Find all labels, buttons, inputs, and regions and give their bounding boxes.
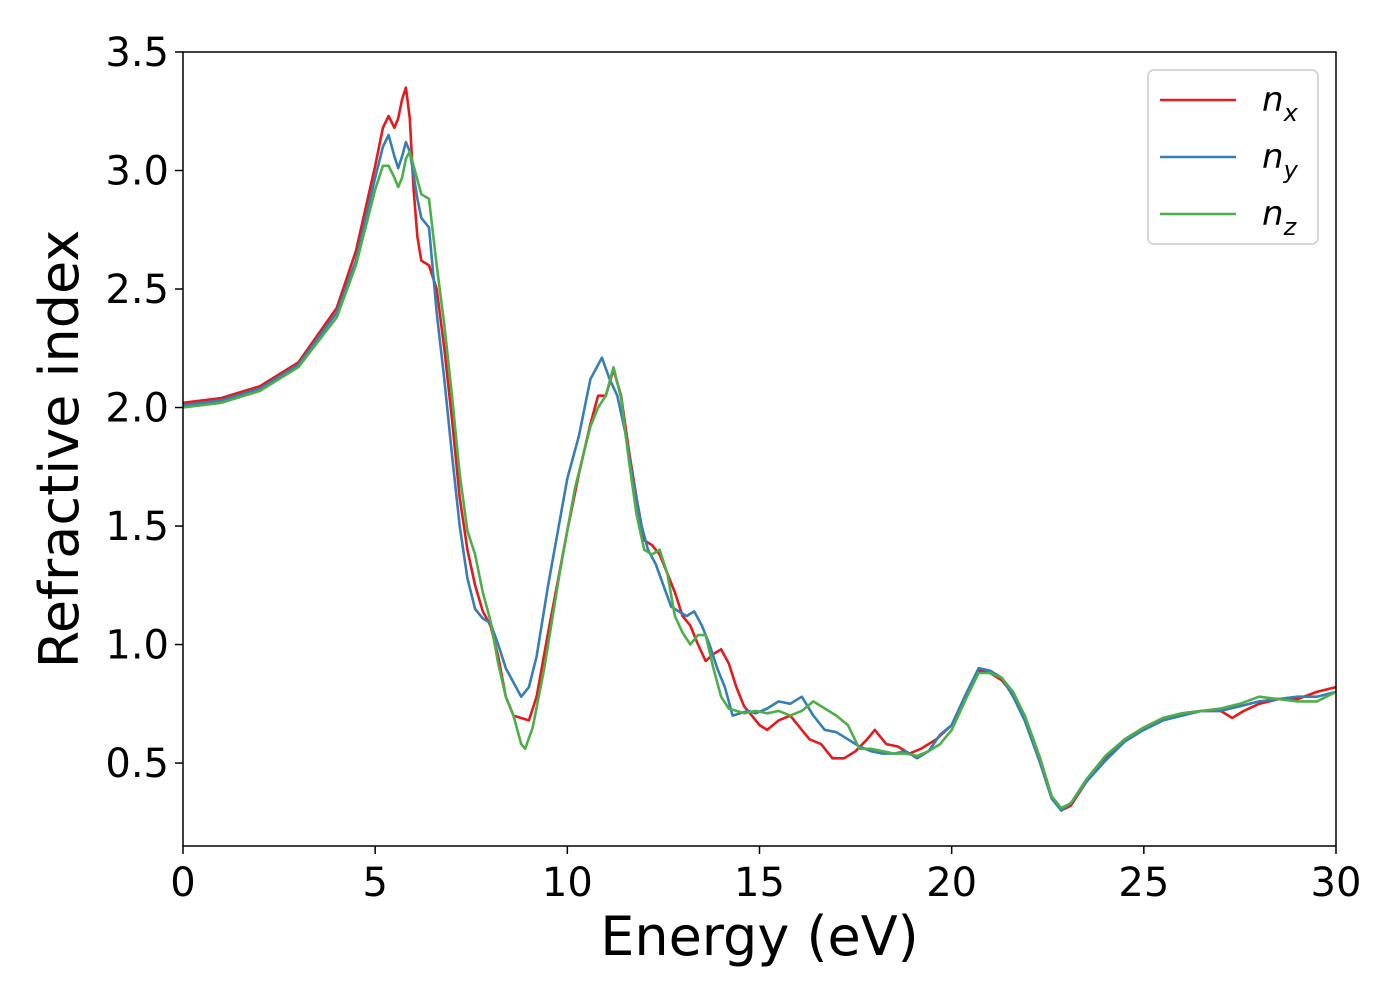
x-tick-label: 15 (734, 860, 785, 906)
legend-label-n_y: ny (1262, 137, 1299, 184)
x-tick-label: 0 (170, 860, 195, 906)
y-tick-label: 1.5 (105, 504, 169, 550)
axes: 0 5 10 15 20 25 30 0.5 1.0 1.5 2.0 2.5 3.0 3.5 (105, 30, 1361, 906)
y-tick-label: 2.0 (105, 386, 169, 432)
y-tick-label: 2.5 (105, 267, 169, 313)
legend: nx ny nz (1147, 69, 1319, 245)
x-axis-label: Energy (eV) (600, 905, 919, 968)
x-axis-ticks: 0 5 10 15 20 25 30 (170, 846, 1361, 906)
x-tick-label: 30 (1311, 860, 1362, 906)
y-tick-label: 3.5 (105, 30, 169, 76)
x-tick-label: 5 (362, 860, 387, 906)
x-tick-label: 10 (542, 860, 593, 906)
y-tick-label: 1.0 (105, 623, 169, 669)
y-axis-label: Refractive index (28, 230, 91, 669)
plot-lines (183, 86, 1336, 812)
y-tick-label: 0.5 (105, 741, 169, 787)
y-axis-ticks: 0.5 1.0 1.5 2.0 2.5 3.0 3.5 (105, 30, 183, 787)
y-tick-label: 3.0 (105, 149, 169, 195)
series-line-n_z (183, 150, 1336, 810)
x-tick-label: 25 (1118, 860, 1169, 906)
legend-label-n_x: nx (1262, 80, 1299, 127)
legend-label-n_z: nz (1262, 194, 1298, 241)
x-tick-label: 20 (926, 860, 977, 906)
